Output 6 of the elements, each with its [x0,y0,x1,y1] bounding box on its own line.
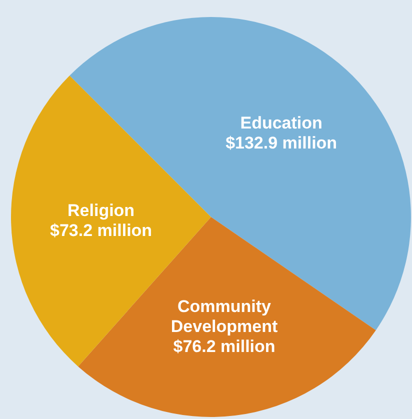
data-label: $76.2 million [173,336,276,356]
slice-label: Community Development [170,296,278,336]
data-label: $73.2 million [50,220,152,240]
slice-label: Religion [68,200,135,220]
data-label: $132.9 million [226,132,338,152]
slice-label: Education [240,112,322,132]
